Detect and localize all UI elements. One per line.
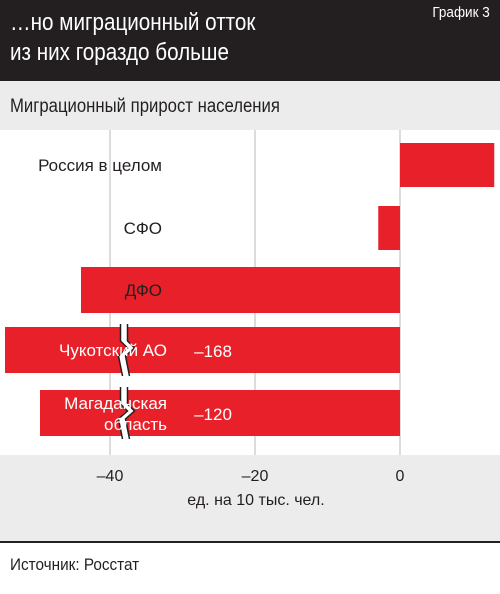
- chart-title: …но миграционный отток из них гораздо бо…: [10, 9, 256, 66]
- chart-header: …но миграционный отток из них гораздо бо…: [0, 0, 500, 81]
- bar: [378, 206, 400, 250]
- axis-break-marker: [117, 324, 136, 377]
- chart-subtitle: Миграционный прирост населения: [10, 96, 280, 117]
- category-label: Чукотский АО: [59, 341, 167, 360]
- category-label: Магаданская область: [64, 394, 167, 434]
- x-tick-label: –20: [242, 468, 269, 485]
- x-tick-label: 0: [396, 468, 405, 485]
- source-text: Источник: Росстат: [10, 555, 140, 574]
- bar: [5, 327, 400, 373]
- source-footer: Источник: Росстат: [0, 541, 500, 594]
- bar: [400, 143, 495, 187]
- x-axis-title: ед. на 10 тыс. чел.: [187, 492, 324, 509]
- bar: [81, 267, 400, 313]
- category-label: Россия в целом: [38, 156, 162, 175]
- x-tick-label: –40: [97, 468, 124, 485]
- category-label: СФО: [124, 219, 162, 238]
- bar: [40, 390, 400, 436]
- axis-break-marker: [117, 387, 136, 440]
- chart-number-label: График 3: [432, 4, 490, 21]
- data-label: –168: [194, 342, 232, 361]
- data-label: –120: [194, 405, 232, 424]
- category-label: ДФО: [125, 281, 162, 300]
